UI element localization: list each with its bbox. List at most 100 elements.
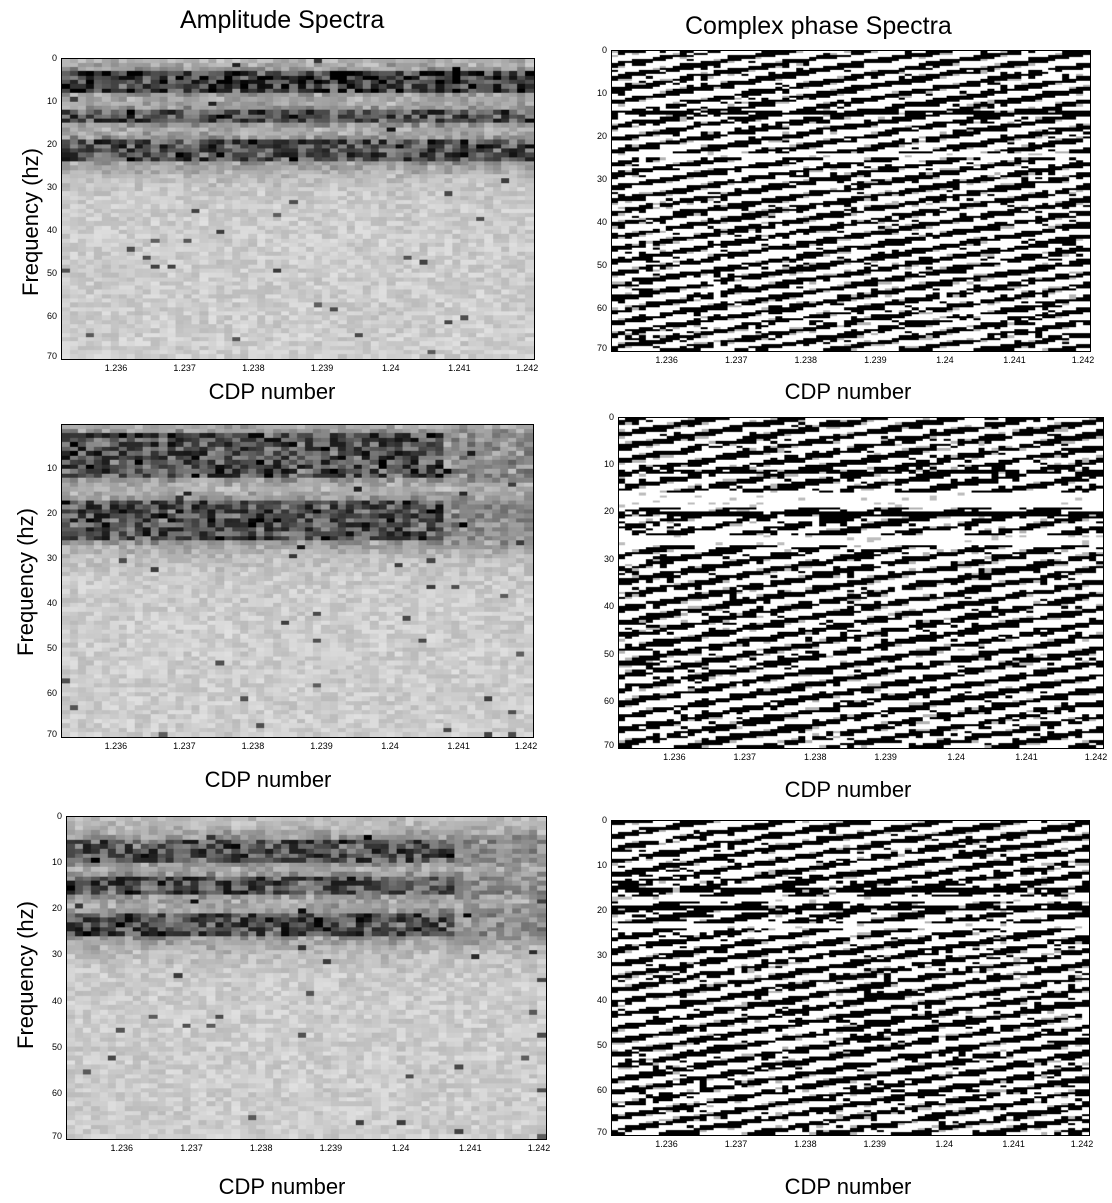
y-tick-label: 50 [596,1040,607,1051]
y-tick-label: 70 [603,740,614,750]
heatmap-phase-3 [611,820,1090,1136]
y-tick-label: 40 [51,995,62,1006]
y-tick-label: 0 [601,815,607,825]
x-tick-label: 1.24 [935,1139,953,1149]
x-tick-label: 1.242 [527,1143,551,1153]
x-tick-label: 1.241 [1002,1139,1025,1149]
x-tick-label: 1.241 [1015,752,1038,762]
x-tick-label: 1.242 [1084,752,1108,762]
y-tick-label: 30 [596,949,607,960]
y-tick-label: 30 [603,553,614,564]
y-tick-label: 40 [46,597,57,608]
x-tick-label: 1.242 [514,741,538,751]
y-tick-label: 10 [46,463,57,474]
x-tick-label: 1.238 [249,1143,273,1153]
x-tick-label: 1.237 [724,1139,748,1149]
x-tick-label: 1.238 [794,1139,817,1149]
y-tick-label: 70 [596,1127,607,1137]
y-tick-label: 40 [46,225,57,236]
heatmap-amp-3 [66,816,547,1140]
x-tick-label: 1.236 [655,1139,678,1149]
x-tick-label: 1.236 [110,1143,134,1153]
x-tick-label: 1.236 [104,741,128,751]
x-axis-label: CDP number [204,767,332,792]
x-tick-label: 1.242 [515,363,539,373]
x-tick-label: 1.241 [1003,355,1026,365]
x-tick-label: 1.239 [310,741,333,751]
y-tick-label: 30 [46,553,57,564]
y-tick-label: 60 [596,1085,607,1096]
y-tick-label: 60 [596,303,607,314]
x-tick-label: 1.239 [864,355,887,365]
y-tick-label: 60 [603,696,614,707]
x-axis-label: CDP number [784,379,912,404]
y-tick-label: 60 [46,311,57,322]
x-tick-label: 1.241 [459,1143,482,1153]
y-tick-label: 30 [51,949,62,960]
y-tick-label: 0 [608,412,614,422]
y-tick-label: 10 [46,95,57,106]
x-tick-label: 1.241 [447,741,470,751]
y-tick-label: 50 [46,642,57,653]
y-tick-label: 30 [596,173,607,184]
y-tick-label: 60 [51,1088,62,1099]
x-tick-label: 1.236 [655,355,678,365]
y-tick-label: 40 [596,217,607,228]
heatmap-phase-1 [611,50,1091,352]
x-tick-label: 1.239 [874,752,897,762]
x-tick-label: 1.238 [241,741,265,751]
heatmap-phase-2 [618,417,1104,749]
x-tick-label: 1.236 [104,363,128,373]
x-tick-label: 1.239 [310,363,334,373]
y-tick-label: 10 [603,458,614,469]
y-tick-label: 50 [46,268,57,279]
x-tick-label: 1.237 [724,355,748,365]
x-tick-label: 1.237 [173,363,196,373]
y-tick-label: 70 [46,729,57,739]
heatmap-amp-2 [61,424,534,738]
x-tick-label: 1.24 [936,355,954,365]
amplitude-column-title: Amplitude Spectra [180,6,385,34]
x-tick-label: 1.24 [391,1143,410,1153]
x-tick-label: 1.24 [381,363,400,373]
y-tick-label: 20 [596,130,607,141]
heatmap-amp-1 [61,58,535,360]
x-tick-label: 1.237 [180,1143,203,1153]
x-tick-label: 1.238 [242,363,265,373]
y-tick-label: 40 [603,601,614,612]
x-tick-label: 1.242 [1071,355,1095,365]
y-tick-label: 30 [46,181,57,192]
x-axis-label: CDP number [218,1174,346,1199]
x-axis-label: CDP number [784,1174,912,1199]
x-tick-label: 1.237 [173,741,196,751]
x-tick-label: 1.239 [319,1143,343,1153]
x-tick-label: 1.24 [381,741,399,751]
y-tick-label: 60 [46,687,57,698]
y-tick-label: 10 [596,87,607,98]
x-axis-label: CDP number [784,777,912,802]
y-tick-label: 20 [603,506,614,517]
y-tick-label: 50 [51,1041,62,1052]
y-tick-label: 0 [51,53,57,63]
y-axis-label: Frequency (hz) [13,508,38,656]
x-tick-label: 1.238 [803,752,827,762]
x-tick-label: 1.238 [794,355,818,365]
x-axis-label: CDP number [208,379,336,404]
y-tick-label: 50 [596,260,607,271]
x-tick-label: 1.237 [733,752,757,762]
x-tick-label: 1.241 [448,363,471,373]
y-tick-label: 20 [51,903,62,914]
y-tick-label: 50 [603,648,614,659]
y-tick-label: 20 [46,508,57,519]
y-tick-label: 10 [596,859,607,870]
x-tick-label: 1.24 [947,752,965,762]
y-tick-label: 70 [46,351,57,361]
y-tick-label: 0 [56,811,62,821]
y-tick-label: 70 [51,1131,62,1141]
y-tick-label: 70 [596,343,607,353]
x-tick-label: 1.239 [863,1139,887,1149]
phase-column-title: Complex phase Spectra [685,12,952,40]
y-tick-label: 20 [596,904,607,915]
y-tick-label: 10 [51,856,62,867]
y-axis-label: Frequency (hz) [13,901,38,1049]
